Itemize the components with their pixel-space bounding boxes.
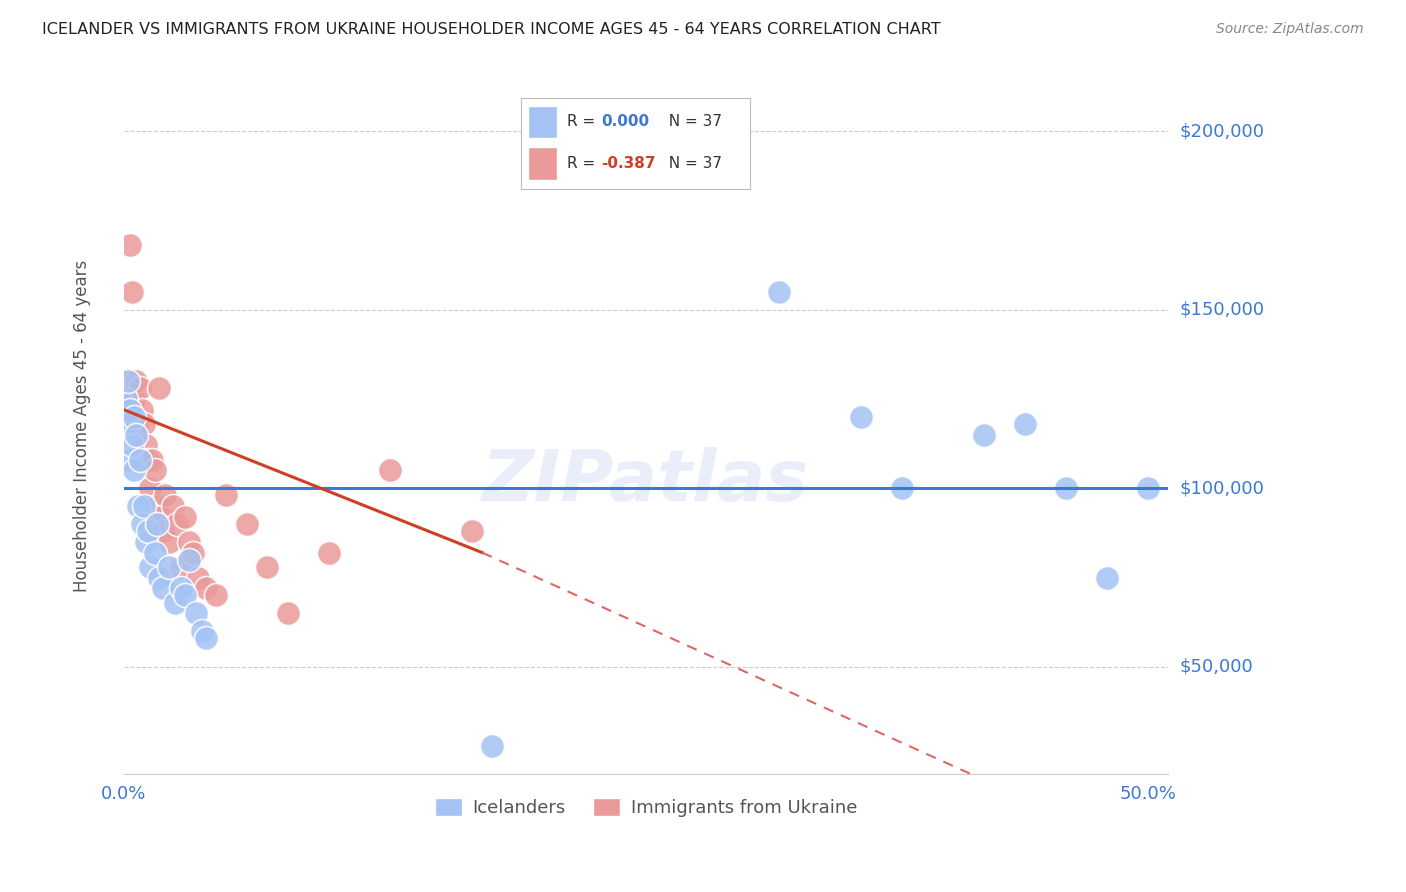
Point bbox=[157, 560, 180, 574]
Point bbox=[179, 535, 201, 549]
Point bbox=[149, 509, 172, 524]
Point bbox=[117, 381, 139, 395]
Point bbox=[135, 438, 157, 452]
Point bbox=[129, 452, 152, 467]
Text: $100,000: $100,000 bbox=[1180, 479, 1264, 498]
Point bbox=[122, 392, 145, 406]
Point bbox=[131, 402, 153, 417]
Point bbox=[152, 524, 174, 538]
Point bbox=[122, 463, 145, 477]
Text: $50,000: $50,000 bbox=[1180, 658, 1253, 676]
Point bbox=[194, 582, 217, 596]
Point bbox=[145, 516, 167, 531]
Point bbox=[235, 516, 257, 531]
Point bbox=[1095, 571, 1118, 585]
Text: ICELANDER VS IMMIGRANTS FROM UKRAINE HOUSEHOLDER INCOME AGES 45 - 64 YEARS CORRE: ICELANDER VS IMMIGRANTS FROM UKRAINE HOU… bbox=[42, 22, 941, 37]
Text: $200,000: $200,000 bbox=[1180, 122, 1264, 140]
Point bbox=[461, 524, 484, 538]
Point bbox=[125, 427, 148, 442]
Point bbox=[891, 481, 914, 495]
Point bbox=[174, 509, 197, 524]
Text: Source: ZipAtlas.com: Source: ZipAtlas.com bbox=[1216, 22, 1364, 37]
Point bbox=[1054, 481, 1077, 495]
Point bbox=[117, 417, 139, 431]
Point bbox=[170, 582, 193, 596]
Point bbox=[115, 392, 138, 406]
Point bbox=[190, 624, 212, 639]
Point bbox=[849, 409, 872, 424]
Point bbox=[131, 516, 153, 531]
Point bbox=[205, 589, 228, 603]
Point bbox=[121, 285, 143, 299]
Text: ZIPatlas: ZIPatlas bbox=[482, 447, 810, 516]
Point bbox=[129, 381, 152, 395]
Point bbox=[118, 452, 141, 467]
Point bbox=[174, 589, 197, 603]
Point bbox=[162, 499, 184, 513]
Point bbox=[127, 499, 149, 513]
Point bbox=[179, 553, 201, 567]
Point bbox=[277, 607, 299, 621]
Text: Householder Income Ages 45 - 64 years: Householder Income Ages 45 - 64 years bbox=[73, 260, 91, 592]
Point bbox=[1136, 481, 1159, 495]
Point bbox=[157, 535, 180, 549]
Point bbox=[138, 524, 160, 538]
Point bbox=[256, 560, 278, 574]
Point bbox=[143, 463, 166, 477]
Point bbox=[121, 438, 143, 452]
Point bbox=[118, 238, 141, 252]
Point bbox=[117, 374, 139, 388]
Legend: Icelanders, Immigrants from Ukraine: Icelanders, Immigrants from Ukraine bbox=[427, 790, 865, 824]
Point bbox=[134, 417, 156, 431]
Point bbox=[318, 546, 340, 560]
Point bbox=[378, 463, 401, 477]
Point bbox=[118, 402, 141, 417]
Point bbox=[134, 499, 156, 513]
Point bbox=[481, 739, 503, 753]
Point bbox=[184, 607, 207, 621]
Point bbox=[170, 560, 193, 574]
Point bbox=[148, 571, 170, 585]
Point bbox=[148, 381, 170, 395]
Point bbox=[139, 481, 162, 495]
Point bbox=[1014, 417, 1036, 431]
Text: $150,000: $150,000 bbox=[1180, 301, 1264, 318]
Point bbox=[166, 516, 188, 531]
Point bbox=[768, 285, 790, 299]
Point bbox=[973, 427, 995, 442]
Point bbox=[215, 488, 238, 502]
Point bbox=[125, 374, 148, 388]
Point bbox=[141, 452, 163, 467]
Point bbox=[135, 535, 157, 549]
Point bbox=[187, 571, 209, 585]
Point bbox=[127, 417, 149, 431]
Point bbox=[183, 546, 205, 560]
Point bbox=[145, 499, 167, 513]
Point bbox=[194, 632, 217, 646]
Point bbox=[139, 560, 162, 574]
Point bbox=[153, 488, 176, 502]
Point bbox=[138, 452, 160, 467]
Point bbox=[152, 582, 174, 596]
Point bbox=[115, 374, 138, 388]
Point bbox=[143, 546, 166, 560]
Point bbox=[122, 409, 145, 424]
Point bbox=[163, 596, 186, 610]
